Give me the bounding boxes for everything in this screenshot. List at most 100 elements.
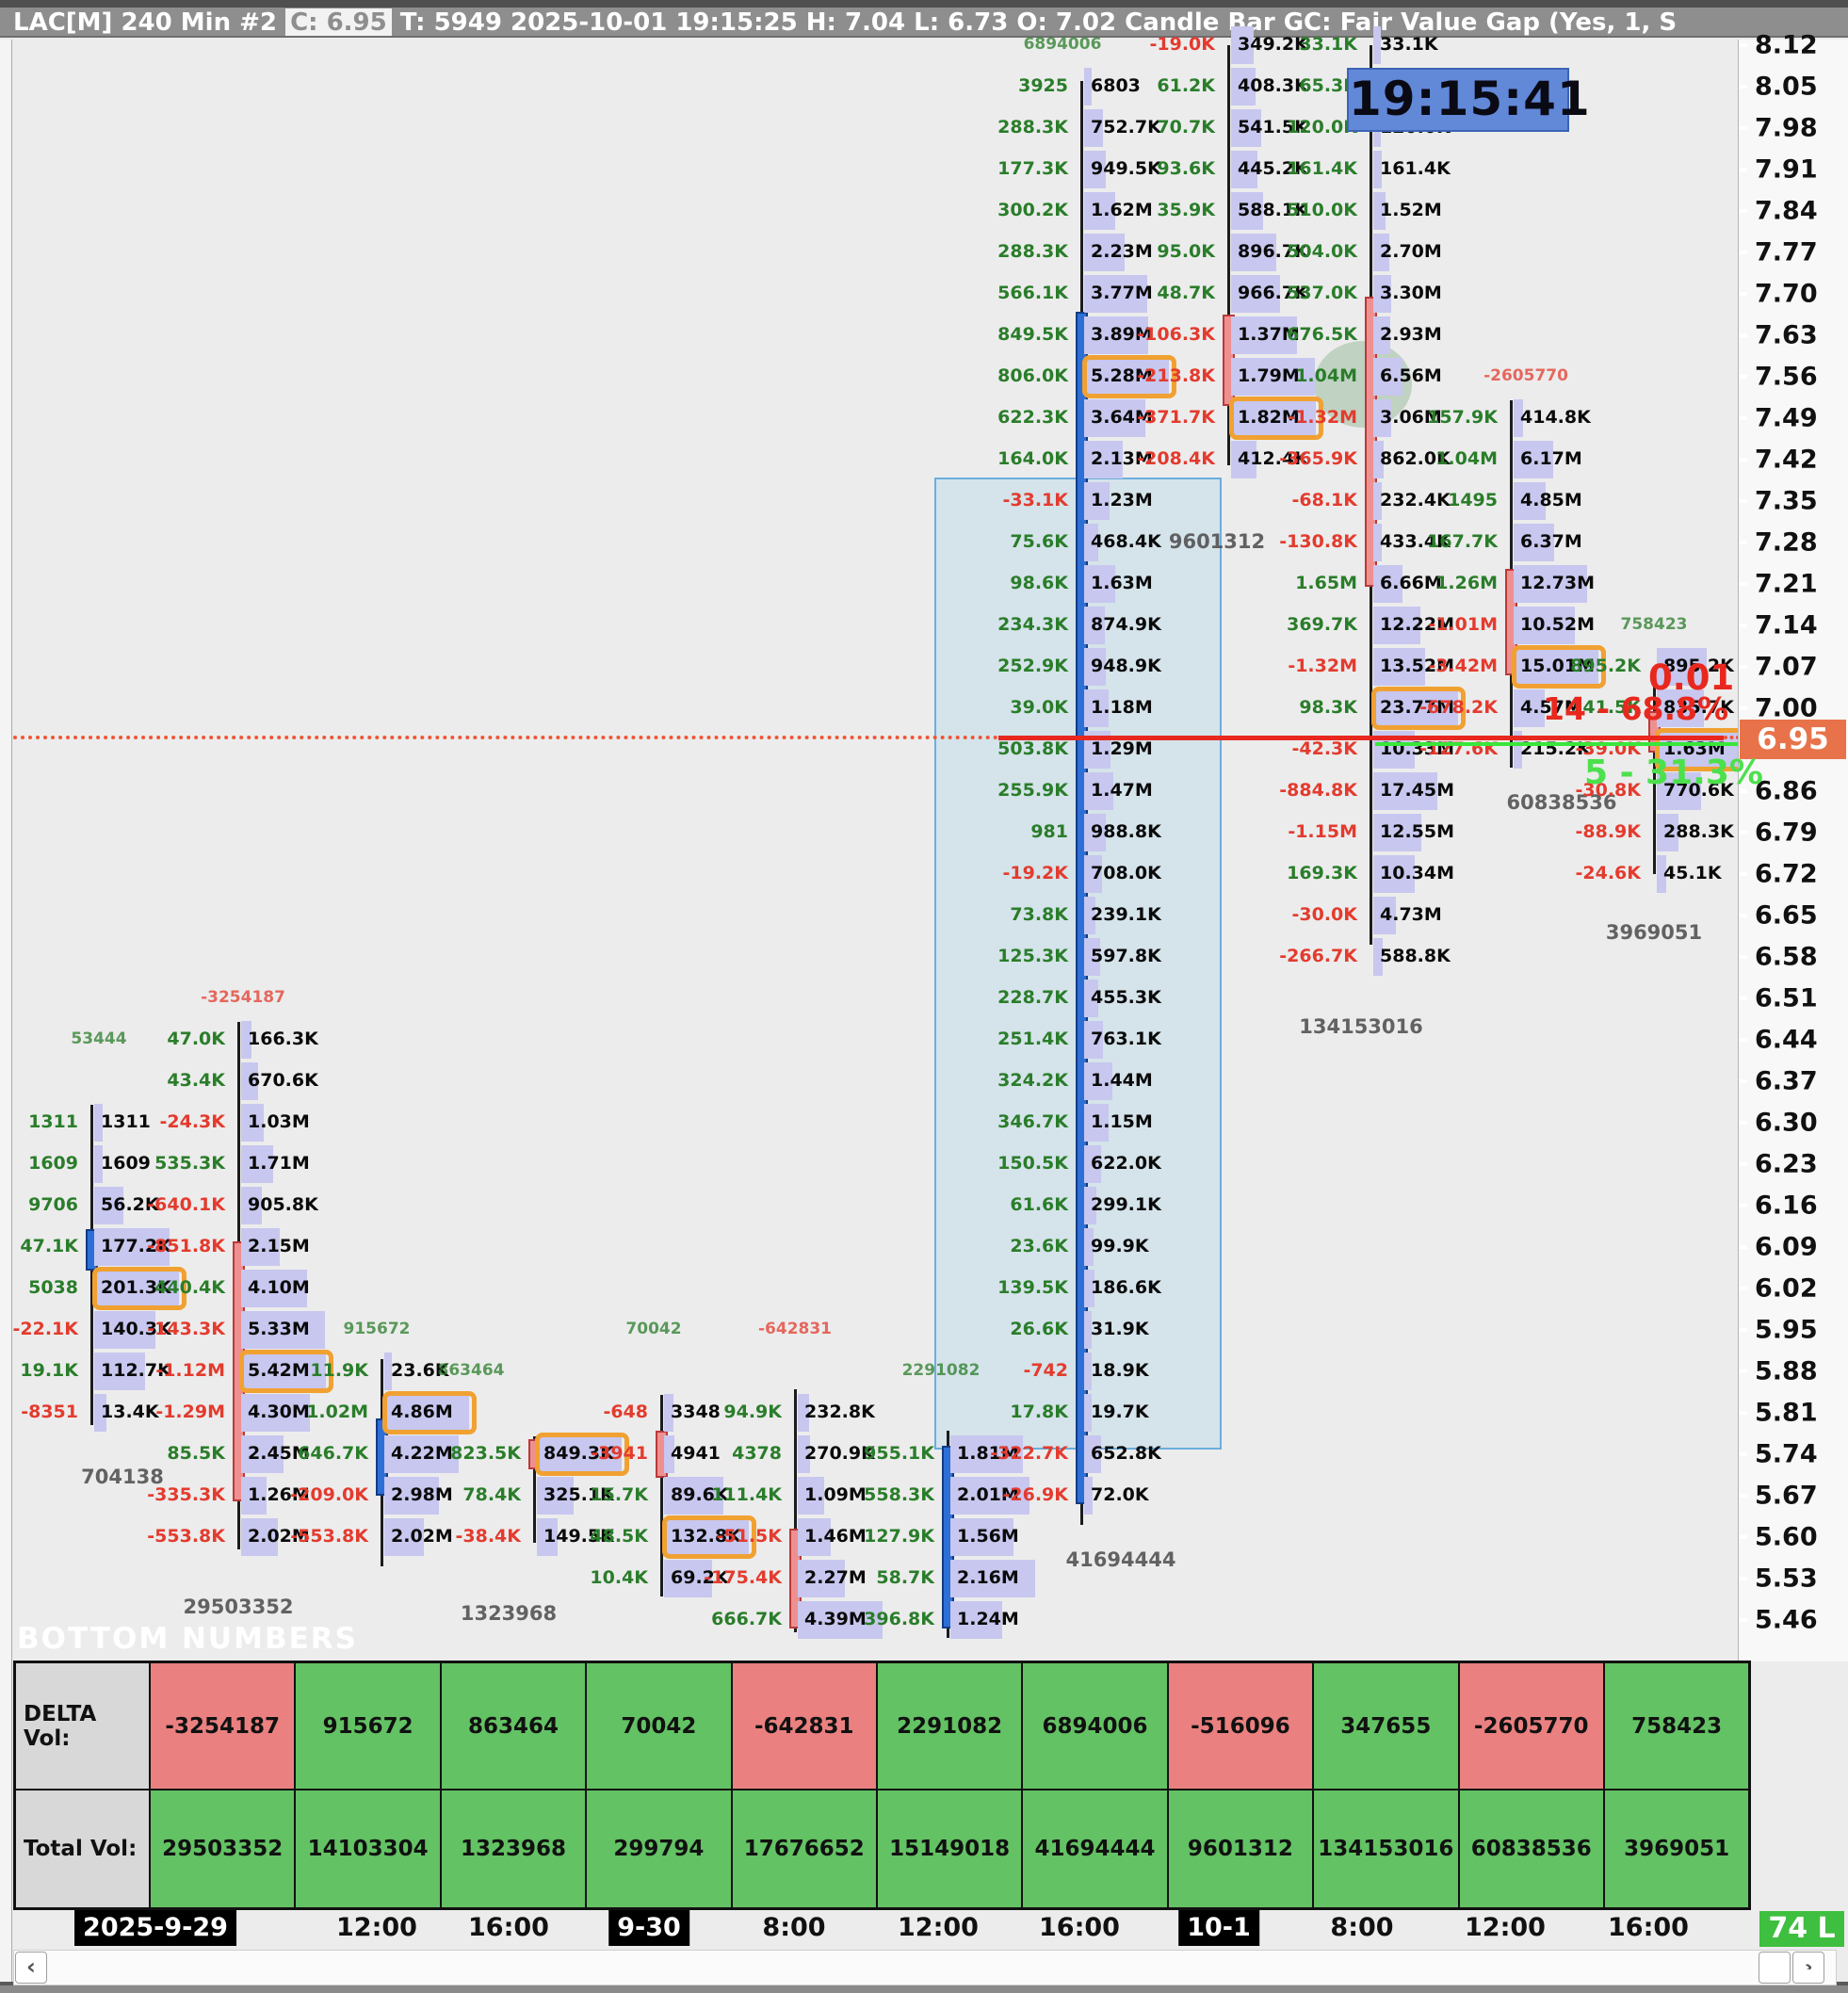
column-delta-header: 863464	[437, 1361, 505, 1380]
volume-value: 849.3K	[543, 1443, 614, 1464]
time-axis-label: 9-30	[608, 1910, 689, 1946]
total-vol-cell: 1323968	[441, 1790, 586, 1907]
volume-value: 1.44M	[1091, 1070, 1153, 1091]
horizontal-scrollbar[interactable]: ‹ ›	[13, 1950, 1837, 1985]
price-axis-label: 6.58	[1755, 942, 1818, 972]
candle-wick	[794, 1388, 797, 1632]
delta-value: -553.8K	[147, 1526, 225, 1547]
scroll-thumb-button[interactable]	[1759, 1952, 1791, 1984]
volume-profile-bar	[1084, 399, 1145, 437]
price-axis-label: 6.51	[1755, 983, 1818, 1013]
delta-value: 98.3K	[1299, 697, 1357, 718]
volume-value: 433.4K	[1380, 531, 1451, 552]
volume-profile-bar	[1373, 772, 1438, 810]
volume-profile-bar	[1084, 980, 1099, 1017]
time-axis-label: 12:00	[1465, 1913, 1546, 1942]
volume-profile-bar	[1514, 524, 1554, 561]
column-total-volume-label: 29503352	[183, 1596, 294, 1619]
high-volume-node-box	[1229, 397, 1323, 440]
delta-value: 1.04M	[1435, 448, 1498, 469]
volume-value: 414.8K	[1520, 407, 1591, 428]
price-axis-label: 5.81	[1755, 1398, 1818, 1428]
volume-profile-bar	[1373, 275, 1392, 313]
delta-value: -88.9K	[1575, 821, 1642, 842]
price-axis-tick	[1739, 209, 1747, 213]
volume-profile-bar	[1084, 1187, 1096, 1224]
delta-value: 48.7K	[1157, 283, 1215, 303]
price-axis-label: 5.67	[1755, 1481, 1818, 1511]
current-price-line	[998, 736, 1724, 741]
volume-profile-bar	[1657, 855, 1667, 893]
scroll-right-button[interactable]: ›	[1792, 1952, 1824, 1984]
price-axis-label: 6.09	[1755, 1232, 1818, 1262]
delta-value: -30.0K	[1291, 904, 1358, 925]
volume-value: 161.4K	[1380, 158, 1451, 179]
volume-profile-bar	[1084, 1145, 1101, 1183]
volume-value: 541.5K	[1238, 117, 1308, 138]
volume-profile-bar	[1373, 192, 1386, 230]
delta-value: 1311	[28, 1111, 78, 1132]
volume-value: 17.45M	[1380, 780, 1455, 801]
delta-value: -1.15M	[1288, 821, 1357, 842]
volume-profile-bar	[798, 1477, 825, 1515]
volume-value: 12.22M	[1380, 614, 1455, 635]
price-axis-tick	[1739, 416, 1747, 420]
delta-value: 503.8K	[997, 738, 1068, 759]
delta-value: 622.3K	[997, 407, 1068, 428]
scroll-left-button[interactable]: ‹	[15, 1952, 47, 1984]
delta-value: 157.9K	[1427, 407, 1498, 428]
delta-vol-cell: 70042	[587, 1663, 731, 1789]
volume-value: 3.77M	[1091, 283, 1153, 303]
volume-profile-bar	[94, 1394, 107, 1432]
volume-value: 3.30M	[1380, 283, 1442, 303]
volume-profile-bar	[1231, 109, 1262, 147]
price-axis-tick	[1739, 1287, 1747, 1290]
total-vol-cell: 17676652	[732, 1790, 876, 1907]
total-vol-cell: 60838536	[1459, 1790, 1603, 1907]
volume-profile-bar	[241, 1518, 278, 1556]
volume-value: 72.0K	[1091, 1484, 1149, 1505]
price-axis-label: 6.23	[1755, 1149, 1818, 1179]
volume-value: 412.4K	[1238, 448, 1308, 469]
volume-value: 18.9K	[1091, 1360, 1149, 1381]
volume-value: 4.73M	[1380, 904, 1442, 925]
volume-profile-bar	[798, 1518, 832, 1556]
volume-summary-table: DELTA Vol: -3254187 915672 863464 70042 -6428…	[13, 1661, 1752, 1910]
volume-profile-bar	[241, 1228, 280, 1266]
volume-profile-bar	[1231, 275, 1280, 313]
delta-value: 61.6K	[1010, 1194, 1068, 1215]
volume-profile-bar	[1084, 1062, 1113, 1100]
delta-value: 955.1K	[864, 1443, 934, 1464]
price-axis-tick	[1739, 541, 1747, 544]
volume-value: 445.2K	[1238, 158, 1308, 179]
volume-profile-bar	[1514, 399, 1524, 437]
delta-value: 510.0K	[1287, 200, 1357, 220]
volume-value: 988.8K	[1091, 821, 1161, 842]
volume-profile-bar	[1657, 648, 1708, 686]
volume-value: 23.6K	[391, 1360, 449, 1381]
volume-profile-bar	[1373, 151, 1382, 188]
delta-value: 234.3K	[997, 614, 1068, 635]
volume-value: 468.4K	[1091, 531, 1161, 552]
delta-value: -213.8K	[1137, 365, 1215, 386]
delta-value: 1.65M	[1295, 573, 1357, 593]
price-axis-label: 6.86	[1755, 776, 1818, 806]
delta-value: 23.6K	[1010, 1236, 1068, 1256]
delta-value: -19.0K	[1149, 34, 1216, 55]
volume-profile-bar	[1084, 1311, 1093, 1349]
volume-profile-bar	[1084, 1021, 1103, 1059]
delta-value: 10.4K	[590, 1567, 648, 1588]
price-axis-tick	[1739, 1452, 1747, 1456]
volume-value: 149.5K	[543, 1526, 614, 1547]
volume-value: 905.8K	[248, 1194, 318, 1215]
price-axis-tick	[1739, 1162, 1747, 1166]
volume-profile-bar	[1084, 1270, 1094, 1307]
delta-value: 504.0K	[1287, 241, 1357, 262]
volume-value: 4.85M	[1520, 490, 1582, 510]
delta-value: -322.7K	[990, 1443, 1068, 1464]
volume-value: 6803	[1091, 75, 1141, 96]
volume-profile-bar	[664, 1560, 712, 1597]
column-total-volume-label: 134153016	[1299, 1015, 1423, 1039]
price-axis-tick	[1739, 996, 1747, 1000]
price-axis-tick	[1739, 1577, 1747, 1580]
